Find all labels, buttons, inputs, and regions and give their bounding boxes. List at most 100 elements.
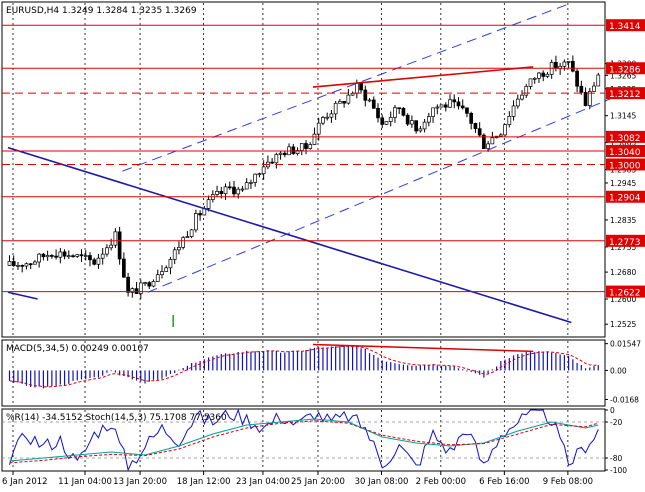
candle-body [503, 124, 507, 136]
osc-y-tick-label: -20 [610, 418, 622, 427]
y-tick-label: 1.3265 [610, 71, 636, 80]
level-label: 1.3212 [609, 90, 641, 100]
candle-body [587, 91, 592, 106]
candle-body [138, 282, 143, 294]
trendline [147, 93, 623, 293]
candle-body [448, 99, 452, 108]
trendline [7, 146, 572, 324]
candle-body [541, 72, 546, 77]
x-tick-label: 18 Jan 12:00 [177, 477, 231, 487]
x-tick-label: 2 Feb 00:00 [416, 477, 466, 487]
candle-body [469, 112, 474, 124]
candle-body [367, 99, 372, 102]
candle-body [20, 264, 25, 267]
candle-body [37, 253, 42, 263]
candle-body [291, 146, 296, 154]
level-label: 1.2622 [609, 289, 641, 299]
candle-body [219, 191, 224, 194]
candle-body [240, 188, 245, 191]
candle-body [528, 78, 533, 87]
candle-body [537, 72, 541, 79]
level-label-bg [606, 62, 645, 75]
x-tick-label: 23 Jan 04:00 [236, 477, 290, 487]
candle-body [486, 143, 490, 149]
macd-y-tick-label: 0.00 [610, 366, 627, 375]
candle-body [354, 83, 359, 94]
candle-body [401, 108, 406, 116]
candle-body [346, 94, 351, 104]
candle-body [261, 166, 266, 175]
candle-body [164, 267, 169, 272]
macd-y-tick-label: -0.0168 [610, 395, 639, 404]
osc-y-tick-label: -100 [610, 466, 627, 475]
candle-body [456, 101, 461, 107]
candle-body [575, 70, 579, 87]
candle-body [278, 152, 283, 155]
candle-body [329, 113, 334, 118]
x-tick-label: 6 Feb 16:00 [479, 477, 529, 487]
candle-body [270, 161, 274, 164]
candle-body [66, 255, 71, 258]
price-title: EURUSD,H4 1.3249 1.3284 1.3235 1.3269 [6, 6, 197, 16]
candle-body [105, 247, 109, 255]
candle-body [83, 255, 88, 257]
candle-body [393, 107, 397, 118]
level-label-bg [606, 19, 645, 32]
candle-body [524, 86, 529, 96]
y-tick-label: 1.2600 [610, 295, 636, 304]
candle-body [439, 104, 444, 108]
candle-body [554, 62, 558, 69]
level-label-bg [606, 234, 645, 247]
candle-body [426, 116, 431, 123]
candle-body [410, 120, 414, 125]
y-tick-label: 1.2525 [610, 320, 636, 329]
candle-body [422, 121, 427, 130]
candle-body [54, 255, 58, 258]
candle-body [194, 213, 198, 231]
price-panel [1, 1, 606, 338]
candle-body [515, 98, 520, 107]
candle-body [7, 261, 12, 266]
candle-body [79, 254, 84, 257]
candle-body [359, 83, 363, 91]
level-label-bg [606, 87, 645, 100]
y-tick-label: 1.3065 [610, 139, 636, 148]
macd-title: MACD(5,34,5) 0.00249 0.00107 [6, 344, 149, 354]
candle-body [232, 186, 236, 195]
candle-body [282, 152, 287, 156]
candle-body [151, 281, 156, 287]
level-label: 1.3414 [609, 22, 641, 32]
candle-body [253, 173, 258, 183]
candle-body [198, 213, 202, 216]
osc-y-tick-label: -80 [610, 454, 622, 463]
candle-body [113, 231, 118, 246]
candle-body [71, 255, 75, 258]
candle-body [350, 92, 355, 96]
x-tick-label: 25 Jan 20:00 [291, 477, 345, 487]
candle-body [596, 74, 601, 87]
candle-body [511, 105, 516, 117]
level-label-bg [606, 190, 645, 203]
candle-body [545, 73, 550, 77]
candle-body [147, 282, 152, 287]
candle-body [189, 229, 194, 237]
candle-body [185, 236, 190, 238]
candle-body [11, 261, 16, 267]
candle-body [325, 116, 330, 119]
x-tick-label: 6 Jan 2012 [2, 477, 48, 487]
ohlc-values: 1.3249 1.3284 1.3235 1.3269 [62, 6, 197, 16]
candle-body [215, 191, 219, 195]
candle-body [592, 85, 596, 92]
macd-signal-line [9, 345, 599, 388]
candle-body [477, 128, 482, 136]
candle-body [443, 104, 448, 108]
candle-body [58, 251, 63, 258]
x-tick-label: 13 Jan 20:00 [113, 477, 167, 487]
candle-body [244, 182, 249, 190]
oscillator-title: %R(14) -34.5152 Stoch(14,5,3) 75.1708 77… [6, 413, 227, 423]
candle-body [435, 106, 440, 109]
candle-body [566, 61, 571, 63]
trendline [312, 66, 534, 88]
candle-body [498, 134, 503, 137]
